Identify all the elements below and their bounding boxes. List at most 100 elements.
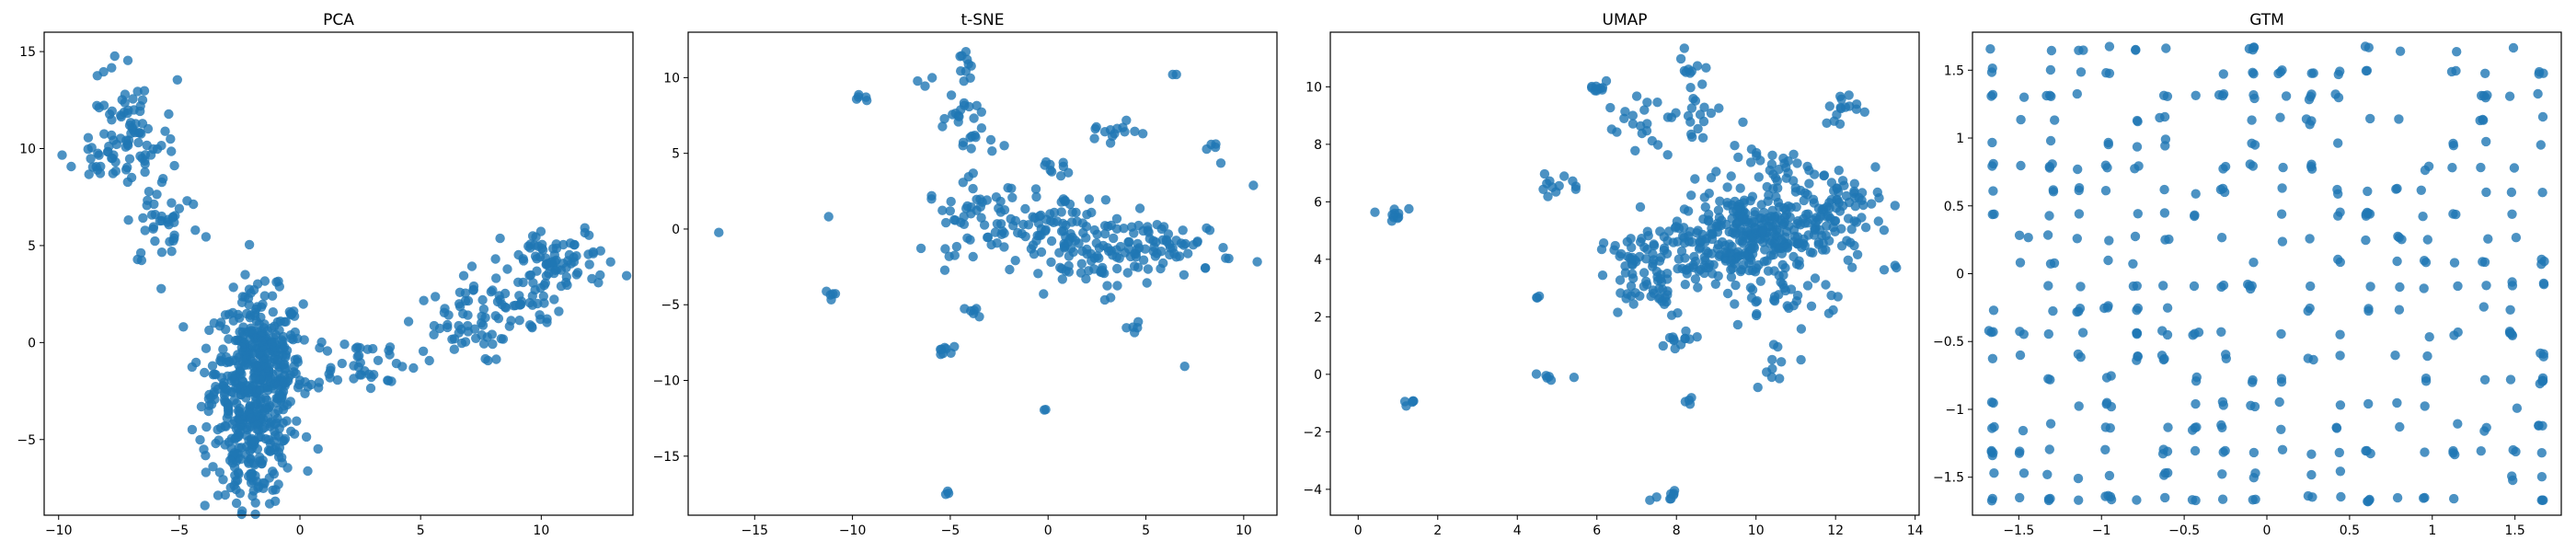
scatter-point [447,334,457,344]
scatter-point [246,310,256,320]
scatter-point [2155,112,2165,123]
scatter-point [259,323,269,333]
scatter-point [2156,351,2168,361]
scatter-point [2508,475,2518,486]
scatter-point [525,239,535,249]
scatter-point [2190,445,2201,456]
scatter-point [1057,274,1068,284]
scatter-point [1680,280,1691,290]
x-tick-label: 8 [1673,523,1681,538]
scatter-point [1163,229,1174,239]
scatter-point [491,354,501,364]
scatter-point [2538,280,2549,290]
scatter-point [558,239,569,250]
scatter-point [220,489,230,500]
scatter-point [1204,225,1215,236]
scatter-point [156,283,167,293]
scatter-point [2275,112,2285,122]
scatter-point [1531,369,1542,379]
scatter-point [2100,160,2110,170]
scatter-point [2043,495,2054,506]
scatter-point [1692,332,1702,342]
scatter-point [1987,89,1998,100]
scatter-point [1055,171,1066,181]
scatter-point [2419,493,2429,503]
scatter-point [99,129,109,139]
scatter-point [2042,469,2053,479]
scatter-point [107,63,117,73]
scatter-point [1686,129,1696,140]
scatter-point [1735,183,1745,193]
axis-ticks: 0 2 4 6 8 10 12 14 −4 −2 0 2 4 6 8 10 [1303,80,1923,538]
scatter-point [2248,473,2259,483]
scatter-point [995,219,1006,229]
scatter-point [959,98,970,109]
scatter-point [2306,116,2317,126]
scatter-point [1750,223,1761,233]
scatter-point [2101,68,2111,78]
x-tick-label: 2 [1433,523,1442,538]
scatter-point [2504,91,2515,101]
scatter-point [224,309,235,319]
scatter-point [1645,495,1655,505]
scatter-point [1627,242,1637,253]
scatter-point [1684,263,1695,273]
x-tick-label: −10 [45,523,73,538]
scatter-point [120,98,130,108]
scatter-point [2419,283,2429,293]
scatter-point [1773,183,1783,193]
scatter-point [556,281,567,292]
scatter-point [456,338,467,349]
scatter-point [826,294,836,305]
scatter-point [1109,233,1119,244]
scatter-point [1041,405,1051,415]
scatter-point [424,355,434,366]
scatter-point [1179,270,1190,280]
scatter-point [1987,353,1998,363]
scatter-point [495,233,505,244]
scatter-point [1045,209,1055,219]
y-tick-label: −1 [1945,403,1964,418]
scatter-point [2422,235,2432,245]
scatter-points [714,47,1262,500]
scatter-point [168,236,178,246]
scatter-point [349,374,359,384]
scatter-point [1619,113,1629,123]
scatter-point [943,489,954,499]
scatter-point [2248,447,2260,458]
scatter-point [2043,328,2053,339]
scatter-point [2249,93,2260,104]
scatter-point [1789,231,1800,242]
scatter-point [224,455,236,466]
scatter-point [1064,251,1075,261]
scatter-point [2481,136,2491,147]
scatter-point [148,222,159,232]
scatter-point [2334,447,2344,458]
scatter-point [1100,195,1111,205]
scatter-point [1206,139,1216,150]
scatter-point [1879,265,1890,275]
scatter-point [1698,214,1708,224]
scatter-point [2536,140,2546,150]
scatter-point [2274,397,2284,408]
scatter-point [164,109,174,120]
scatter-point [2132,142,2143,152]
scatter-point [200,500,210,511]
scatter-point [1726,272,1737,282]
scatter-point [200,367,210,378]
scatter-point [1639,105,1650,115]
scatter-point [2217,397,2228,407]
scatter-point [1692,61,1703,71]
scatter-point [2361,445,2371,456]
scatter-point [1890,260,1900,270]
scatter-point [138,213,148,224]
scatter-point [1131,248,1142,259]
scatter-point [281,350,291,360]
scatter-point [142,140,152,151]
scatter-point [977,197,987,207]
scatter-point [1102,281,1112,291]
scatter-point [1105,138,1116,148]
scatter-point [514,291,524,301]
scatter-point [2042,230,2053,240]
scatter-point [2331,422,2341,432]
